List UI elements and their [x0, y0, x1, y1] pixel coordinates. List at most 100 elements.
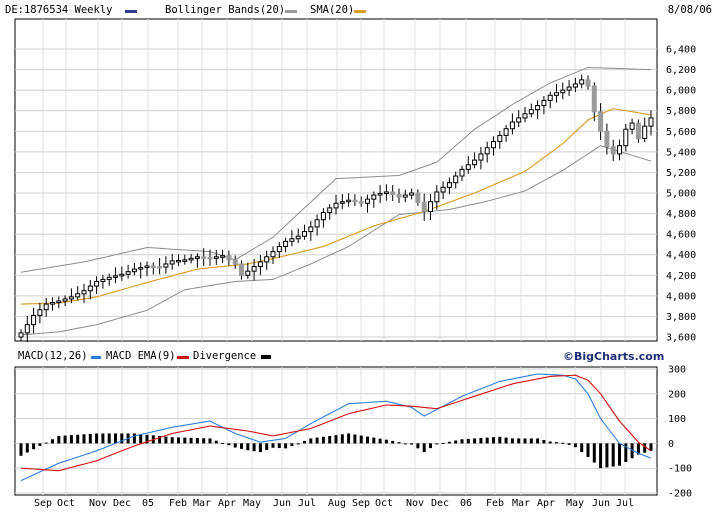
divergence-bar [214, 440, 218, 444]
divergence-bar [592, 443, 596, 463]
divergence-bar [303, 440, 306, 444]
candle-body [333, 202, 339, 209]
candle-body [163, 263, 169, 268]
divergence-bar [321, 436, 325, 444]
candle-body [100, 278, 106, 282]
divergence-bar [555, 442, 558, 444]
price-tick-label: 6,000 [666, 86, 696, 97]
price-tick-label: 4,800 [666, 209, 696, 220]
candle-body [409, 192, 415, 196]
candle-body [62, 298, 68, 302]
candle-body [245, 270, 251, 276]
divergence-bar [139, 434, 143, 444]
divergence-bar [88, 433, 92, 444]
candle-body [497, 134, 503, 143]
divergence-bar [265, 443, 269, 450]
macd-y-axis: 300 200 100 0 -100 -200 [668, 365, 692, 500]
candle-body [106, 276, 112, 280]
candle-body [289, 238, 295, 242]
divergence-bar [25, 443, 29, 453]
divergence-bar [435, 443, 439, 445]
candle-body [434, 191, 440, 203]
macd-line [20, 373, 652, 482]
candle-body [308, 226, 314, 233]
candle-body [528, 109, 534, 115]
candle-body [522, 113, 528, 119]
candle-body [194, 256, 200, 259]
legend-macd-swatch [91, 356, 101, 359]
candle-body [213, 256, 219, 259]
divergence-bar [183, 437, 187, 444]
candle-body [390, 191, 396, 196]
x-tick-label: 05 [142, 498, 154, 509]
price-tick-label: 5,800 [666, 106, 696, 117]
candle-body [610, 146, 616, 155]
divergence-bar [492, 437, 495, 444]
divergence-bar [158, 435, 162, 444]
brand-logo: ©BigCharts.com [563, 350, 665, 363]
divergence-bar [466, 438, 470, 444]
candle-body [566, 86, 572, 91]
candle-body [251, 266, 257, 272]
divergence-bar [227, 443, 231, 446]
candle-body [182, 259, 188, 262]
divergence-bar [57, 435, 61, 444]
divergence-bar [384, 439, 388, 444]
candle-body [157, 266, 163, 269]
candle-body [598, 111, 604, 132]
divergence-bar [504, 437, 508, 444]
divergence-bar [208, 438, 212, 444]
candle-body [68, 296, 74, 300]
candle-body [377, 193, 383, 196]
price-tick-label: 5,400 [666, 147, 696, 158]
candle-body [453, 175, 459, 184]
legend-sma-swatch [354, 10, 366, 13]
candle-body [516, 117, 522, 123]
divergence-bar [586, 443, 590, 458]
x-tick-label: Dec [113, 498, 131, 509]
price-tick-label: 5,000 [666, 189, 696, 200]
bollinger-upper-line [20, 66, 652, 273]
candle-body [371, 194, 377, 200]
price-tick-label: 4,200 [666, 271, 696, 282]
divergence-bar [353, 434, 357, 444]
candle-body [276, 245, 282, 253]
x-tick-label: 06 [460, 498, 472, 509]
divergence-bar [334, 435, 338, 444]
divergence-bar [422, 443, 426, 453]
candle-body [314, 219, 320, 228]
divergence-bar [391, 440, 395, 444]
divergence-bar [44, 442, 48, 444]
divergence-bar [416, 443, 420, 449]
candle-body [188, 257, 194, 261]
divergence-bar [542, 439, 546, 444]
candle-body [113, 275, 118, 278]
macd-legend: MACD(12,26) MACD EMA(9) Divergence ©BigC… [18, 350, 718, 364]
divergence-bar [132, 433, 136, 444]
x-tick-label: Feb [169, 498, 187, 509]
legend-macd-ema-swatch [177, 356, 189, 359]
divergence-bar [498, 436, 502, 444]
candle-body [446, 182, 452, 188]
x-tick-label: Feb [486, 498, 504, 509]
divergence-bar [240, 443, 243, 449]
divergence-bar [296, 443, 300, 445]
x-tick-label: Sep [352, 498, 370, 509]
divergence-bar [107, 433, 111, 444]
candle-body [346, 199, 352, 203]
divergence-bar [460, 439, 464, 444]
candle-body [541, 99, 547, 107]
divergence-bar [359, 435, 363, 444]
candle-body [283, 240, 289, 247]
divergence-bar [195, 438, 199, 444]
divergence-bar [605, 443, 609, 468]
divergence-bar [397, 442, 401, 444]
legend-divergence: Divergence [193, 350, 257, 362]
candle-body [459, 168, 465, 177]
candle-body [415, 192, 421, 203]
divergence-bar [561, 442, 565, 444]
candle-body [138, 267, 144, 270]
candle-body [465, 164, 471, 170]
candle-body [629, 122, 635, 130]
legend-symbol: DE:1876534 Weekly [5, 4, 113, 16]
